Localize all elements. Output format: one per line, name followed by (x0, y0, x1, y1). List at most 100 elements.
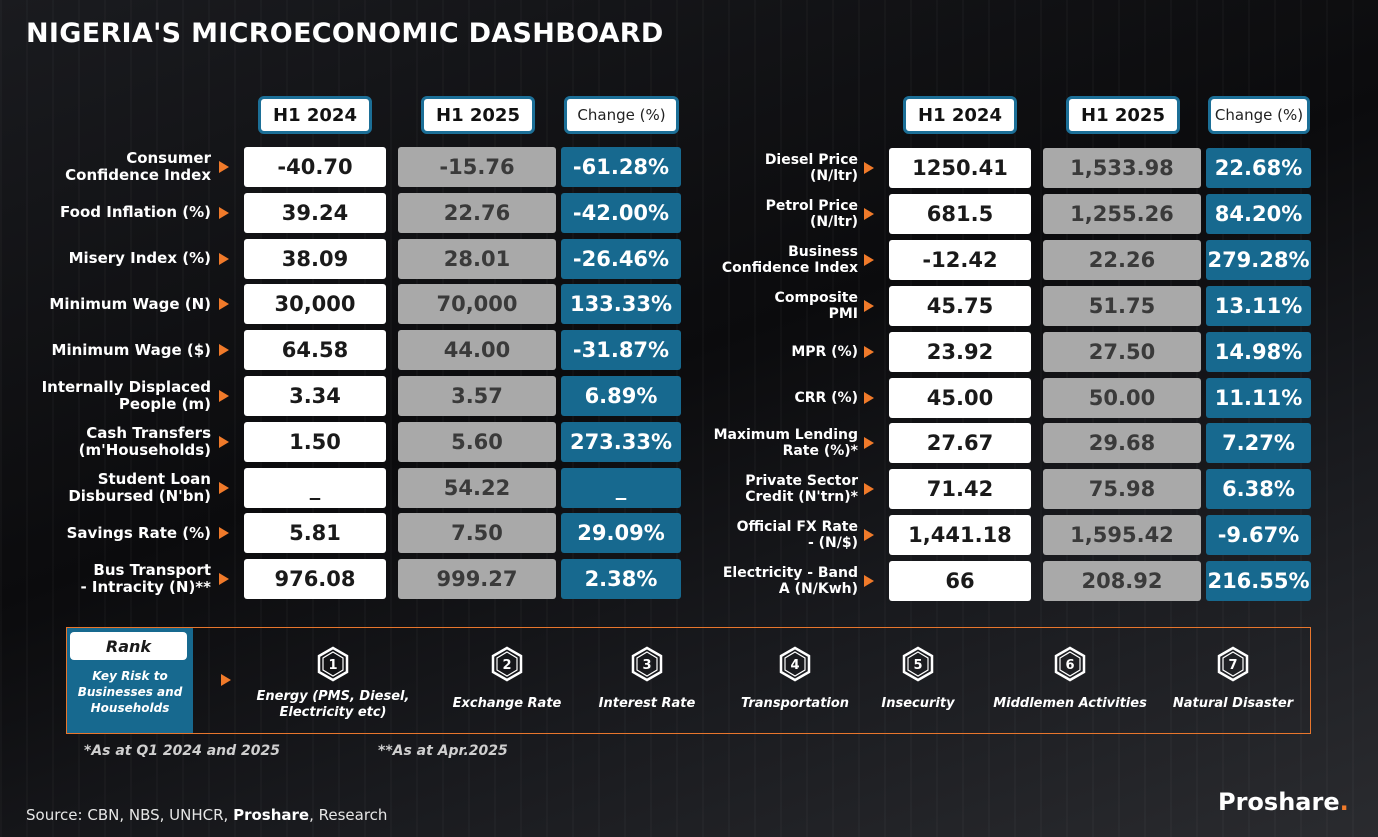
indicator-label-line: Internally Displaced (41, 378, 211, 396)
value-change: 7.27% (1206, 423, 1311, 464)
indicator-label: Student Loan Disbursed (N'bn) (16, 468, 211, 508)
source-prefix: Source: CBN, NBS, UNHCR, (26, 806, 234, 824)
value-h1-2024: 71.42 (889, 469, 1031, 510)
indicator-label: MPR (%) (680, 332, 858, 372)
hexagon-rank-icon: 1 (316, 646, 350, 682)
indicator-label: Business Confidence Index (680, 240, 858, 280)
header-h1-2024-left: H1 2024 (258, 96, 372, 134)
indicator-label: Consumer Confidence Index (16, 147, 211, 187)
row-arrow-icon (864, 575, 874, 588)
row-arrow-icon (219, 390, 229, 402)
value-h1-2024: 39.24 (244, 192, 386, 233)
indicator-label-text: Composite PMI (775, 290, 858, 322)
value-h1-2025: 54.22 (398, 467, 556, 508)
indicator-label-text: Maximum Lending Rate (%)* (714, 427, 858, 459)
risk-label-line: Insecurity (881, 696, 955, 711)
indicator-label-text: Student Loan Disbursed (N'bn) (68, 469, 211, 505)
indicator-label-line: (N/ltr) (809, 168, 858, 184)
row-arrow-icon (219, 206, 229, 219)
value-change: 6.89% (561, 376, 681, 416)
indicator-label-text: Private Sector Credit (N'trn)* (745, 473, 858, 505)
indicator-label: Misery Index (%) (16, 239, 211, 279)
value-h1-2025: 51.75 (1043, 285, 1201, 326)
indicator-label-line: CRR (%) (794, 389, 858, 406)
value-h1-2024: 64.58 (244, 330, 386, 371)
indicator-label-text: Minimum Wage ($) (51, 340, 211, 359)
value-change: _ (561, 467, 681, 508)
value-h1-2025: 70,000 (398, 284, 556, 325)
risk-label: Natural Disaster (1148, 696, 1318, 712)
hexagon-rank-icon: 3 (630, 646, 664, 682)
indicator-label-line: Official FX Rate (736, 519, 858, 536)
indicator-label-line: Food Inflation (%) (60, 203, 211, 222)
value-h1-2025: 44.00 (398, 330, 556, 371)
value-h1-2025: 1,533.98 (1043, 148, 1201, 188)
indicator-label-line: Cash Transfers (86, 423, 211, 442)
value-change: 13.11% (1206, 285, 1311, 326)
value-h1-2025: 27.50 (1043, 331, 1201, 372)
value-h1-2025: 7.50 (398, 513, 556, 554)
row-arrow-icon (864, 162, 874, 174)
header-change-right: Change (%) (1208, 96, 1310, 134)
indicator-label-text: Petrol Price (N/ltr) (766, 198, 858, 230)
indicator-label-line: Petrol Price (765, 197, 858, 214)
rank-number: 7 (1228, 658, 1237, 673)
risk-label: Interest Rate (562, 696, 732, 712)
key-risk-panel-line: Key Risk to (92, 669, 168, 683)
value-change: 11.11% (1206, 377, 1311, 418)
risk-label-line: Exchange Rate (452, 696, 562, 711)
value-h1-2024: 681.5 (889, 193, 1031, 234)
indicator-label: Electricity - Band A (N/Kwh) (680, 561, 858, 601)
row-arrow-icon (219, 344, 229, 357)
indicator-label: Private Sector Credit (N'trn)* (680, 469, 858, 509)
source-text: Source: CBN, NBS, UNHCR, Proshare, Resea… (26, 806, 387, 824)
value-change: 22.68% (1206, 148, 1311, 188)
value-h1-2025: 28.01 (398, 238, 556, 279)
key-risk-panel-label: Key Risk to Businesses and Households (67, 668, 193, 716)
indicator-label-line: Consumer (126, 149, 211, 167)
value-change: -31.87% (561, 330, 681, 371)
row-arrow-icon (864, 483, 874, 496)
indicator-label: Maximum Lending Rate (%)* (680, 423, 858, 463)
indicator-label: CRR (%) (680, 378, 858, 418)
indicator-label-line: Composite (774, 289, 858, 306)
value-h1-2025: 999.27 (398, 559, 556, 600)
indicator-label-line: - (N/$) (807, 535, 858, 552)
rank-label: Rank (70, 632, 187, 660)
hexagon-rank-icon: 6 (1053, 646, 1087, 682)
indicator-label-line: Confidence Index (65, 166, 211, 184)
risk-label: Insecurity (833, 696, 1003, 712)
key-risk-box (66, 627, 1311, 734)
indicator-label-text: Bus Transport - Intracity (N)** (80, 562, 211, 596)
value-h1-2024: 1250.41 (889, 148, 1031, 188)
header-h1-2025-right: H1 2025 (1066, 96, 1180, 134)
value-h1-2025: 22.76 (398, 192, 556, 233)
source-bold: Proshare (233, 806, 310, 824)
hexagon-rank-icon: 2 (490, 646, 524, 682)
header-change-left: Change (%) (564, 96, 679, 134)
row-arrow-icon (864, 391, 874, 404)
row-arrow-icon (219, 573, 229, 586)
risk-label-line: Natural Disaster (1172, 696, 1294, 711)
note-apr: **As at Apr.2025 (378, 743, 508, 759)
indicator-label-line: Maximum Lending (713, 427, 858, 444)
indicator-label-text: CRR (%) (794, 390, 858, 406)
value-change: 279.28% (1206, 239, 1311, 280)
rank-number: 2 (502, 658, 511, 673)
row-arrow-icon (219, 481, 229, 494)
indicator-label-line: Confidence Index (721, 259, 858, 276)
risk-label: Exchange Rate (422, 696, 592, 712)
value-h1-2025: 3.57 (398, 376, 556, 416)
indicator-label: Composite PMI (680, 286, 858, 326)
risk-label-line: Transportation (740, 696, 850, 711)
hexagon-rank-icon: 5 (901, 646, 935, 682)
value-h1-2025: 5.60 (398, 421, 556, 462)
row-arrow-icon (864, 529, 874, 542)
value-h1-2024: 45.00 (889, 377, 1031, 418)
indicator-label-text: Food Inflation (%) (60, 204, 211, 221)
indicator-label-line: Disbursed (N'bn) (68, 486, 211, 505)
indicator-label-line: Student Loan (97, 469, 211, 488)
hexagon-rank-icon: 4 (778, 646, 812, 682)
indicator-label-line: Minimum Wage ($) (51, 340, 211, 359)
indicator-label-text: MPR (%) (791, 344, 858, 360)
